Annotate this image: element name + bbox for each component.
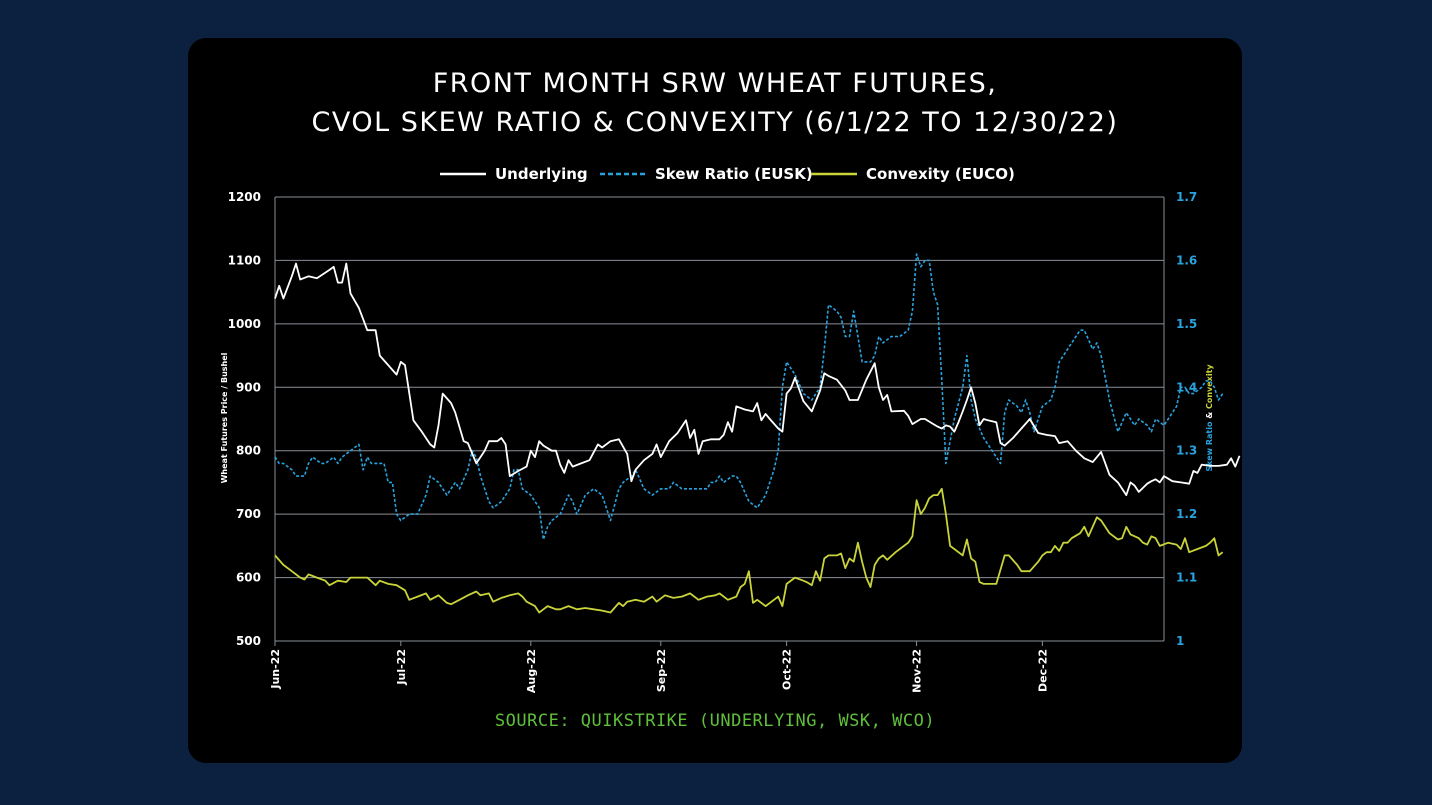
right-tick-label: 1.5 <box>1176 317 1197 331</box>
series-line-skew-ratio-eusk <box>274 253 1224 541</box>
x-tick-label: Dec-22 <box>1036 649 1049 692</box>
chart-svg: FRONT MONTH SRW WHEAT FUTURES, CVOL SKEW… <box>220 68 1241 731</box>
right-tick-label: 1.4 <box>1176 380 1197 394</box>
right-axis-ticks: 1.7 1.6 1.5 1.4 1.3 1.2 1.1 1 <box>1176 190 1197 648</box>
right-axis-label-convexity: Convexity <box>1205 364 1214 409</box>
x-tick-label: Aug-22 <box>525 649 538 693</box>
chart-title-line-2: CVOL SKEW RATIO & CONVEXITY (6/1/22 TO 1… <box>312 107 1119 138</box>
left-axis-ticks: 1200 1100 1000 900 800 700 600 500 <box>228 190 261 648</box>
series-line-convexity-euco <box>274 487 1224 614</box>
left-tick-label: 800 <box>236 444 261 458</box>
right-tick-label: 1.3 <box>1176 444 1197 458</box>
left-tick-label: 700 <box>236 507 261 521</box>
chart-title-line-1: FRONT MONTH SRW WHEAT FUTURES, <box>433 68 998 99</box>
x-tick-label: Nov-22 <box>911 649 924 693</box>
source-note: SOURCE: QUIKSTRIKE (UNDERLYING, WSK, WCO… <box>495 711 935 731</box>
left-tick-label: 1200 <box>228 190 261 204</box>
right-tick-label: 1.2 <box>1176 507 1197 521</box>
right-tick-label: 1.7 <box>1176 190 1197 204</box>
legend-label-convexity: Convexity (EUCO) <box>866 165 1015 183</box>
x-axis-ticks: Jun-22 Jul-22 Aug-22 Sep-22 Oct-22 Nov-22 Dec-… <box>269 649 1049 693</box>
right-axis-label-skew: Skew Ratio <box>1205 421 1214 472</box>
right-tick-label: 1.1 <box>1176 571 1197 585</box>
left-tick-label: 1100 <box>228 253 261 267</box>
chart-card: FRONT MONTH SRW WHEAT FUTURES, CVOL SKEW… <box>188 38 1242 763</box>
left-tick-label: 500 <box>236 634 261 648</box>
left-tick-label: 600 <box>236 571 261 585</box>
x-tick-label: Jun-22 <box>269 649 282 690</box>
left-axis-label: Wheat Futures Price / Bushel <box>220 352 229 483</box>
left-tick-label: 900 <box>236 380 261 394</box>
legend-label-underlying: Underlying <box>495 165 588 183</box>
right-tick-label: 1.6 <box>1176 253 1197 267</box>
series-line-underlying <box>274 262 1241 497</box>
legend-label-skew: Skew Ratio (EUSK) <box>655 165 813 183</box>
right-tick-label: 1 <box>1176 634 1184 648</box>
x-tick-label: Oct-22 <box>781 649 794 690</box>
right-axis-label-amp: & <box>1205 409 1214 422</box>
series-lines <box>274 253 1241 614</box>
x-tick-label: Jul-22 <box>395 649 408 686</box>
legend: Underlying Skew Ratio (EUSK) Convexity (… <box>440 165 1015 183</box>
gridlines <box>274 196 1165 646</box>
left-tick-label: 1000 <box>228 317 261 331</box>
right-axis-label: Skew Ratio & Convexity <box>1205 364 1214 472</box>
x-tick-label: Sep-22 <box>655 649 668 692</box>
